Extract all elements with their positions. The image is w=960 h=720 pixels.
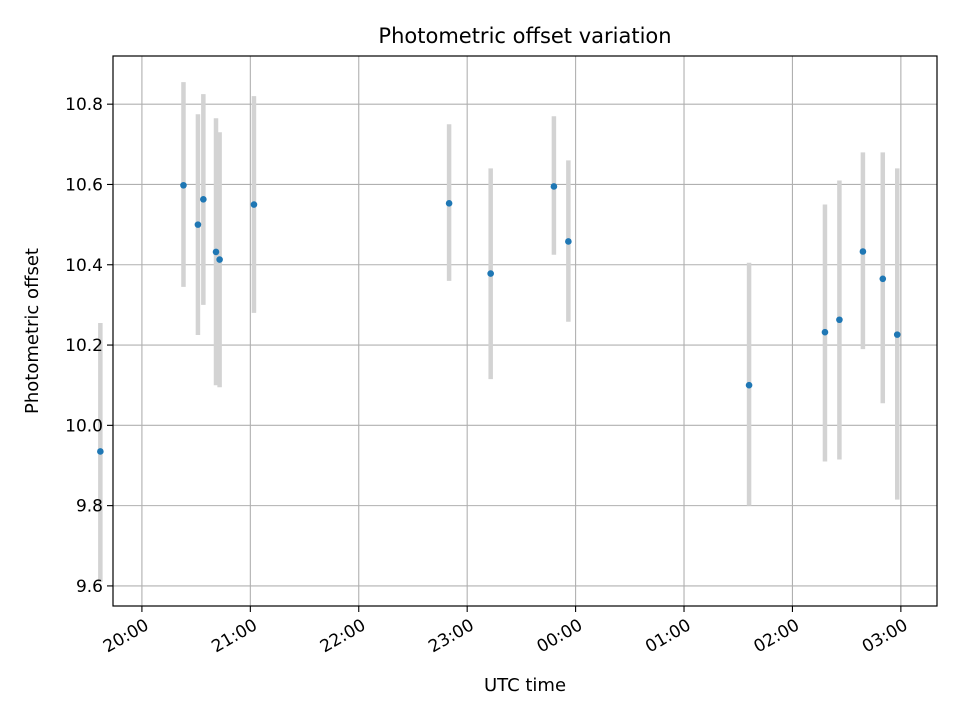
plot-frame	[112, 55, 938, 607]
y-tick-label: 10.6	[65, 175, 103, 195]
data-point	[836, 316, 843, 324]
data-point	[879, 275, 887, 283]
data-point	[487, 270, 494, 277]
y-tick-label: 10.4	[65, 256, 103, 276]
data-point	[216, 256, 223, 263]
y-tick-label: 9.8	[76, 497, 103, 517]
y-tick-label: 10.2	[65, 336, 103, 356]
data-point	[180, 181, 187, 189]
data-point	[893, 331, 901, 338]
y-tick-label: 10.8	[65, 95, 103, 115]
data-point	[565, 238, 572, 245]
data-points	[97, 181, 901, 455]
data-point	[194, 221, 202, 228]
y-axis-ticks: 9.6 9.8 10.0 10.2 10.4 10.6 10.8	[65, 95, 113, 597]
data-point	[821, 328, 829, 336]
x-tick-label: 00:00	[534, 615, 586, 657]
x-tick-label: 03:00	[859, 615, 911, 657]
data-point	[250, 201, 258, 208]
data-point	[97, 448, 104, 455]
data-point	[550, 183, 558, 190]
y-tick-label: 9.6	[76, 577, 103, 597]
x-tick-label: 21:00	[208, 615, 260, 657]
y-axis-label: Photometric offset	[22, 248, 43, 414]
x-tick-label: 22:00	[317, 615, 369, 657]
data-point	[745, 381, 753, 389]
y-tick-label: 10.0	[65, 416, 103, 436]
grid-lines	[113, 56, 937, 606]
x-tick-label: 01:00	[642, 615, 694, 657]
x-tick-label: 23:00	[425, 615, 477, 657]
error-bars	[98, 82, 900, 582]
x-axis-label: UTC time	[484, 675, 566, 696]
data-point	[859, 248, 867, 255]
x-axis-ticks: 20:00 21:00 22:00 23:00 00:00 01:00 02:00 03:00	[100, 606, 911, 657]
chart-title: Photometric offset variation	[378, 24, 671, 48]
data-point	[200, 196, 207, 203]
data-point	[212, 248, 220, 256]
x-tick-label: 20:00	[100, 615, 152, 657]
data-point	[445, 200, 453, 207]
x-tick-label: 02:00	[751, 615, 803, 657]
